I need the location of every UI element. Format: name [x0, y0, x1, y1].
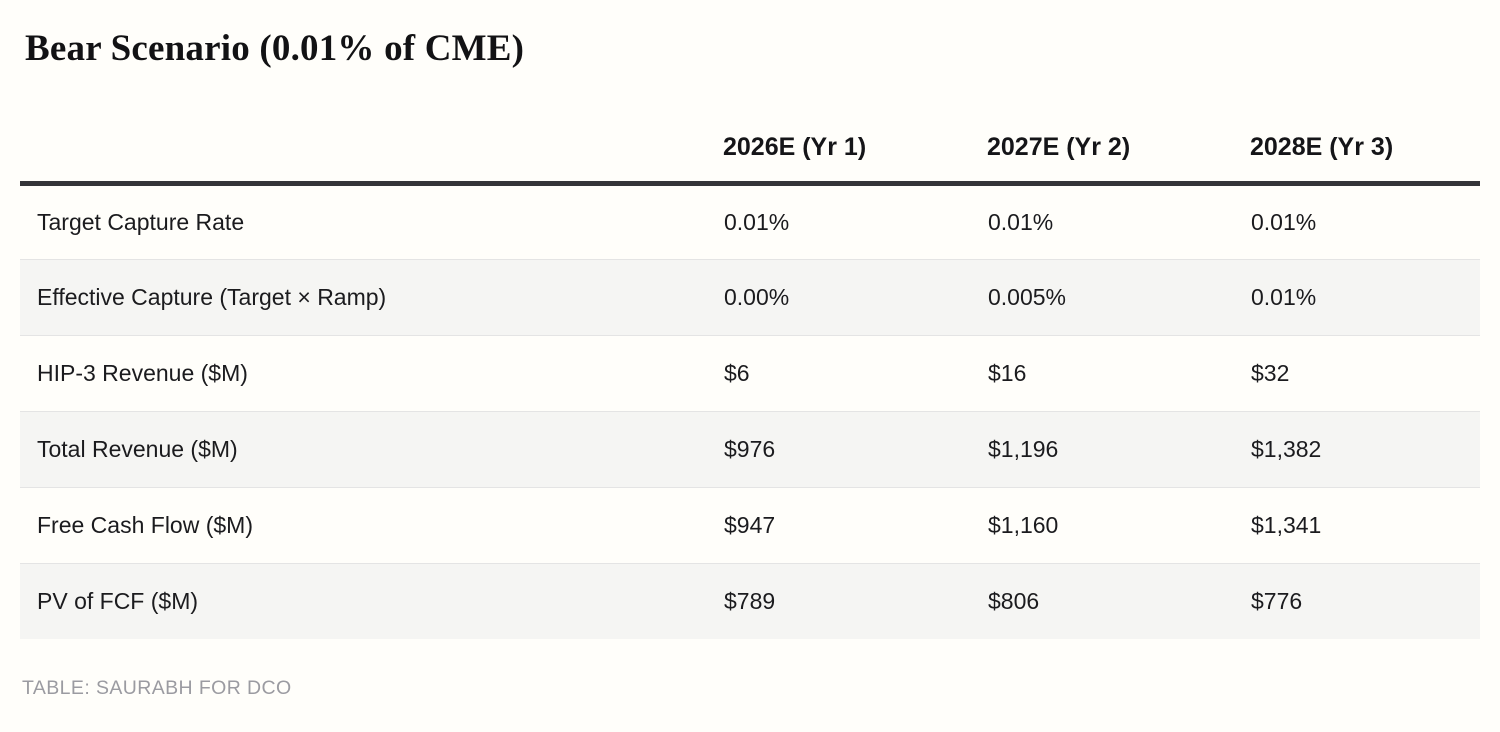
column-header-yr1: 2026E (Yr 1)	[723, 132, 867, 161]
page-title: Bear Scenario (0.01% of CME)	[25, 28, 525, 69]
column-header-yr3: 2028E (Yr 3)	[1250, 132, 1394, 161]
cell-value: $16	[988, 359, 1027, 386]
cell-value: $976	[724, 435, 776, 462]
row-label: Target Capture Rate	[37, 208, 245, 235]
source-credit: TABLE: SAURABH FOR DCO	[22, 677, 292, 700]
cell-value: 0.01%	[1251, 283, 1317, 310]
row-label: PV of FCF ($M)	[37, 587, 199, 614]
cell-value: $806	[988, 587, 1040, 614]
cell-value: $1,341	[1251, 511, 1322, 538]
table-header: 2026E (Yr 1) 2027E (Yr 2) 2028E (Yr 3)	[20, 133, 1480, 184]
table-row: Effective Capture (Target × Ramp) 0.00% …	[20, 259, 1480, 336]
cell-value: $947	[724, 511, 776, 538]
cell-value: 0.01%	[988, 208, 1054, 235]
table-row: Free Cash Flow ($M) $947 $1,160 $1,341	[20, 487, 1480, 563]
table-row: PV of FCF ($M) $789 $806 $776	[20, 563, 1480, 640]
cell-value: $789	[724, 587, 776, 614]
cell-value: $1,196	[988, 435, 1059, 462]
header-row: 2026E (Yr 1) 2027E (Yr 2) 2028E (Yr 3)	[20, 133, 1480, 184]
scenario-table: 2026E (Yr 1) 2027E (Yr 2) 2028E (Yr 3) T…	[20, 133, 1480, 640]
table-row: Target Capture Rate 0.01% 0.01% 0.01%	[20, 183, 1480, 259]
row-label: HIP-3 Revenue ($M)	[37, 359, 248, 386]
cell-value: 0.00%	[724, 283, 790, 310]
table-body: Target Capture Rate 0.01% 0.01% 0.01% Ef…	[20, 183, 1480, 640]
cell-value: 0.01%	[1251, 208, 1317, 235]
cell-value: $32	[1251, 359, 1290, 386]
row-label: Total Revenue ($M)	[37, 435, 238, 462]
cell-value: $1,160	[988, 511, 1059, 538]
column-header-yr2: 2027E (Yr 2)	[987, 132, 1131, 161]
cell-value: $776	[1251, 587, 1303, 614]
cell-value: 0.005%	[988, 283, 1067, 310]
row-label: Free Cash Flow ($M)	[37, 511, 253, 538]
cell-value: $6	[724, 359, 750, 386]
cell-value: 0.01%	[724, 208, 790, 235]
row-label: Effective Capture (Target × Ramp)	[37, 283, 387, 310]
table-row: Total Revenue ($M) $976 $1,196 $1,382	[20, 411, 1480, 488]
corner-spacer	[20, 133, 723, 184]
cell-value: $1,382	[1251, 435, 1322, 462]
table-row: HIP-3 Revenue ($M) $6 $16 $32	[20, 335, 1480, 411]
